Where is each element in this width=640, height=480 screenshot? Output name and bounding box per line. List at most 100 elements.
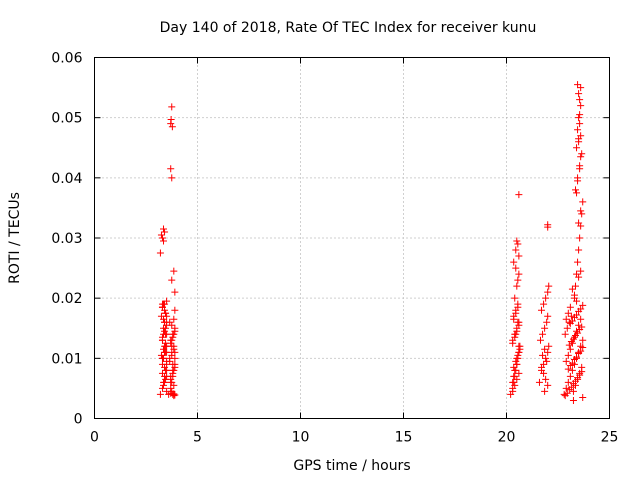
chart-title: Day 140 of 2018, Rate Of TEC Index for r… <box>160 20 537 36</box>
y-tick-labels: 0 0.01 0.02 0.03 0.04 0.05 0.06 <box>51 51 82 428</box>
data-point <box>565 318 573 326</box>
data-point <box>542 375 550 383</box>
data-point <box>160 225 168 233</box>
data-point <box>171 306 179 314</box>
data-point <box>510 258 518 266</box>
data-point <box>541 387 549 395</box>
data-point <box>541 345 549 353</box>
data-point <box>512 357 520 365</box>
data-point <box>514 351 522 359</box>
data-point <box>575 135 583 143</box>
data-point <box>170 315 178 323</box>
data-point <box>170 330 178 338</box>
y-tick-label: 0.04 <box>51 171 82 187</box>
data-point <box>567 383 575 391</box>
data-point <box>158 234 166 242</box>
data-point <box>574 81 582 89</box>
data-point <box>538 306 546 314</box>
data-point <box>514 240 522 248</box>
data-point <box>167 378 175 386</box>
data-point <box>515 342 523 350</box>
x-tick-label: 15 <box>395 430 413 446</box>
data-point <box>573 311 581 319</box>
data-point <box>544 348 552 356</box>
data-point <box>543 318 551 326</box>
data-point <box>514 318 522 326</box>
data-point <box>160 315 168 323</box>
data-point <box>572 282 580 290</box>
data-point <box>566 303 574 311</box>
data-point <box>544 381 552 389</box>
data-point <box>512 246 520 254</box>
data-point <box>168 174 176 182</box>
data-point <box>168 321 176 329</box>
x-tick-label: 5 <box>193 430 202 446</box>
data-point <box>575 246 583 254</box>
data-point <box>169 366 177 374</box>
data-point <box>574 258 582 266</box>
data-point <box>539 330 547 338</box>
data-point <box>564 378 572 386</box>
data-point <box>157 231 165 239</box>
data-point <box>578 210 586 218</box>
data-point <box>156 390 164 398</box>
data-point <box>168 336 176 344</box>
data-point <box>515 191 523 199</box>
data-point <box>538 363 546 371</box>
data-point <box>577 347 585 355</box>
data-point <box>512 264 520 272</box>
data-point <box>169 360 177 368</box>
data-point <box>573 297 581 305</box>
data-point <box>562 384 570 392</box>
data-point <box>568 359 576 367</box>
data-point <box>168 123 176 131</box>
data-point <box>578 368 586 376</box>
data-point <box>169 333 177 341</box>
data-point <box>163 312 171 320</box>
data-point <box>162 309 170 317</box>
x-tick-label: 25 <box>601 430 619 446</box>
data-point <box>171 354 179 362</box>
data-point <box>577 315 585 323</box>
data-point <box>572 186 580 194</box>
data-point <box>513 360 521 368</box>
data-point <box>545 282 553 290</box>
data-point <box>168 342 176 350</box>
data-point <box>170 267 178 275</box>
data-point <box>569 335 577 343</box>
data-point <box>544 288 552 296</box>
data-point <box>573 144 581 152</box>
data-point <box>168 103 176 111</box>
data-point <box>513 282 521 290</box>
x-axis-label: GPS time / hours <box>293 458 410 474</box>
data-points <box>156 81 587 404</box>
data-point <box>160 237 168 245</box>
data-point <box>168 276 176 284</box>
data-point <box>161 378 169 386</box>
data-point <box>577 84 585 92</box>
data-point <box>564 309 572 317</box>
data-point <box>160 354 168 362</box>
data-point <box>579 198 587 206</box>
data-point <box>539 351 547 359</box>
data-point <box>158 384 166 392</box>
data-point <box>564 365 572 373</box>
data-point <box>568 339 576 347</box>
data-point <box>560 390 568 398</box>
data-point <box>513 237 521 245</box>
data-point <box>163 366 171 374</box>
data-point <box>576 371 584 379</box>
data-point <box>511 294 519 302</box>
data-point <box>573 353 581 361</box>
data-point <box>513 354 521 362</box>
data-point <box>570 333 578 341</box>
data-point <box>540 369 548 377</box>
x-tick-label: 0 <box>90 430 99 446</box>
data-point <box>577 207 585 215</box>
data-point <box>158 303 166 311</box>
axis-ticks <box>94 57 610 419</box>
data-point <box>568 317 576 325</box>
data-point <box>509 339 517 347</box>
data-point <box>510 372 518 380</box>
